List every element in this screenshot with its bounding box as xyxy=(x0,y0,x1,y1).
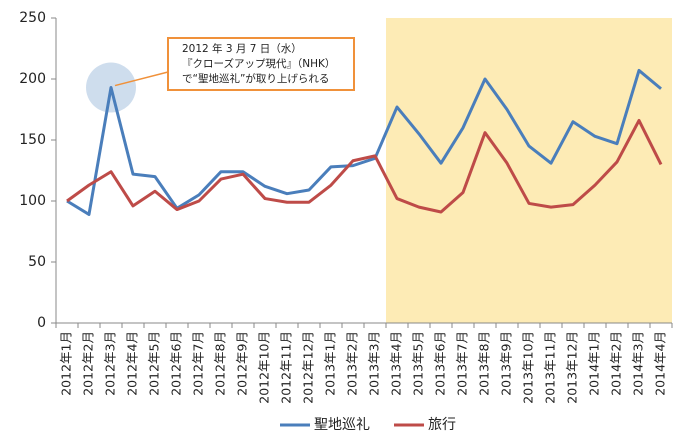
x-tick-label: 2012年3月 xyxy=(103,331,118,396)
y-tick-label: 0 xyxy=(37,315,46,331)
x-tick-label: 2012年1月 xyxy=(59,331,74,396)
x-tick-label: 2013年2月 xyxy=(345,331,360,396)
x-tick-label: 2013年1月 xyxy=(323,331,338,396)
series-line xyxy=(66,118,663,214)
x-tick-label: 2012年4月 xyxy=(125,331,140,396)
x-tick-label: 2013年7月 xyxy=(455,331,470,396)
x-tick-label: 2012年6月 xyxy=(169,331,184,396)
x-tick-label: 2012年12月 xyxy=(301,331,316,404)
x-tick-label: 2013年6月 xyxy=(433,331,448,396)
x-tick-label: 2012年10月 xyxy=(257,331,272,404)
x-tick-label: 2012年2月 xyxy=(81,331,96,396)
y-tick-label: 150 xyxy=(19,132,46,148)
annotation-connector xyxy=(114,71,169,87)
x-tick-label: 2014年1月 xyxy=(587,331,602,396)
x-tick-label: 2013年9月 xyxy=(499,331,514,396)
y-tick-label: 250 xyxy=(19,10,46,26)
annotation-text: 『クローズアップ現代』（NHK） xyxy=(182,57,335,70)
series-line xyxy=(66,68,662,216)
x-tick-label: 2013年4月 xyxy=(389,331,404,396)
legend-label: 聖地巡礼 xyxy=(314,417,370,433)
x-tick-label: 2014年3月 xyxy=(631,331,646,396)
x-tick-label: 2012年5月 xyxy=(147,331,162,396)
y-tick-label: 50 xyxy=(28,254,46,270)
annotation-text: で“聖地巡礼”が取り上げられる xyxy=(182,72,329,85)
y-tick-label: 200 xyxy=(19,71,46,87)
x-tick-label: 2012年9月 xyxy=(235,331,250,396)
x-tick-label: 2013年12月 xyxy=(565,331,580,404)
x-tick-label: 2012年7月 xyxy=(191,331,206,396)
x-tick-label: 2013年8月 xyxy=(477,331,492,396)
x-tick-label: 2013年3月 xyxy=(367,331,382,396)
x-tick-label: 2012年8月 xyxy=(213,331,228,396)
x-tick-label: 2012年11月 xyxy=(279,331,294,404)
x-tick-label: 2014年4月 xyxy=(653,331,668,396)
x-tick-label: 2013年5月 xyxy=(411,331,426,396)
x-tick-label: 2013年10月 xyxy=(521,331,536,404)
annotation-text: 2012 年 3 月 7 日（水） xyxy=(182,42,302,55)
highlight-region xyxy=(386,18,672,323)
annotation-box xyxy=(167,37,355,91)
x-tick-label: 2014年2月 xyxy=(609,331,624,396)
legend-label: 旅行 xyxy=(428,417,456,433)
x-tick-label: 2013年11月 xyxy=(543,331,558,404)
y-tick-label: 100 xyxy=(19,193,46,209)
